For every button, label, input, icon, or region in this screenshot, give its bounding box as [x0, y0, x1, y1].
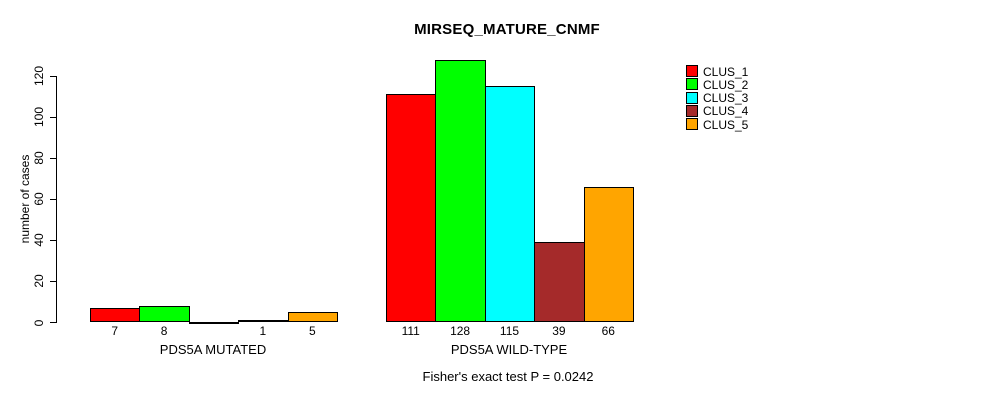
chart-title: MIRSEQ_MATURE_CNMF [414, 21, 600, 38]
bar-value-label: 8 [160, 324, 168, 338]
group-label-pds5a-mutated: PDS5A MUTATED [159, 342, 267, 357]
bar-value-label: 115 [499, 324, 520, 338]
bar-clus_4-group0 [238, 320, 289, 323]
bar-clus_3-group0 [188, 321, 240, 324]
legend-swatch-clus_2 [686, 78, 698, 91]
legend-swatch-clus_5 [686, 118, 698, 131]
fisher-test-annotation: Fisher's exact test P = 0.0242 [422, 369, 594, 384]
bar-clus_4-group1 [534, 242, 585, 323]
legend-swatch-clus_1 [686, 65, 698, 77]
y-axis-tick [50, 239, 57, 241]
bar-value-label: 5 [308, 324, 316, 338]
y-axis-tick-label: 20 [32, 274, 46, 289]
y-axis-tick-label: 120 [32, 65, 46, 87]
bar-clus_2-group1 [435, 59, 486, 323]
y-axis-tick-label: 80 [32, 151, 46, 165]
bar-value-label: 7 [111, 324, 119, 338]
bar-clus_2-group0 [139, 306, 190, 323]
bar-value-label: 1 [259, 324, 267, 338]
group-label-pds5a-wild-type: PDS5A WILD-TYPE [450, 342, 568, 357]
legend-label-clus_3: CLUS_3 [703, 91, 749, 106]
y-axis-tick [50, 116, 57, 118]
y-axis-tick-label: 100 [32, 107, 46, 128]
y-axis-tick [50, 75, 57, 77]
bar-clus_5-group0 [287, 312, 338, 323]
legend-label-clus_5: CLUS_5 [703, 117, 749, 132]
y-axis-tick [50, 198, 57, 200]
bar-value-label: 111 [401, 324, 420, 338]
legend-label-clus_1: CLUS_1 [703, 64, 749, 79]
y-axis-tick [50, 157, 57, 159]
bar-clus_1-group1 [386, 94, 437, 323]
y-axis-tick [50, 280, 57, 282]
bar-clus_5-group1 [583, 186, 634, 323]
y-axis-tick [50, 322, 57, 323]
bar-value-label: 66 [601, 324, 615, 338]
bar-clus_3-group1 [484, 86, 536, 323]
legend-swatch-clus_4 [686, 104, 698, 117]
y-axis-tick-label: 60 [32, 192, 46, 206]
y-axis-title: number of cases [18, 154, 32, 244]
legend-label-clus_2: CLUS_2 [703, 77, 749, 92]
legend-swatch-clus_3 [686, 91, 698, 104]
legend-label-clus_4: CLUS_4 [703, 104, 749, 119]
bar-value-label: 39 [552, 324, 566, 338]
y-axis-tick-label: 0 [32, 319, 46, 326]
bar-clus_1-group0 [90, 308, 141, 323]
bar-value-label: 128 [450, 324, 471, 338]
y-axis-tick-label: 40 [32, 233, 46, 248]
